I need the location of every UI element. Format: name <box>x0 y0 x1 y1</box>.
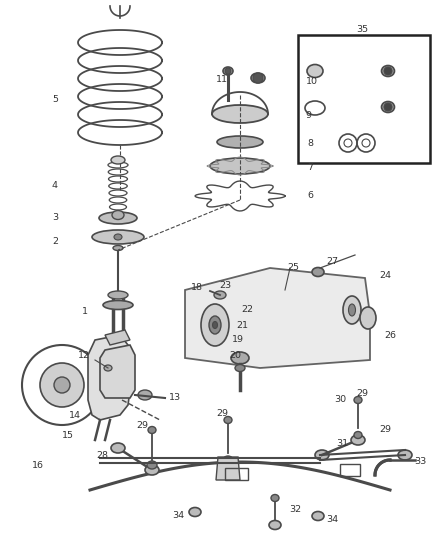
Text: 7: 7 <box>307 163 313 172</box>
Ellipse shape <box>113 246 123 251</box>
Polygon shape <box>185 268 370 368</box>
Text: 8: 8 <box>307 139 313 148</box>
Polygon shape <box>105 330 130 345</box>
Text: 29: 29 <box>216 409 228 418</box>
Ellipse shape <box>398 450 412 460</box>
Ellipse shape <box>212 321 218 328</box>
Ellipse shape <box>189 507 201 516</box>
Ellipse shape <box>104 365 112 371</box>
Polygon shape <box>88 335 130 420</box>
Ellipse shape <box>217 136 263 148</box>
Text: 31: 31 <box>336 440 348 448</box>
Text: 12: 12 <box>78 351 90 359</box>
Circle shape <box>40 363 84 407</box>
Circle shape <box>54 377 70 393</box>
Polygon shape <box>216 457 240 480</box>
Ellipse shape <box>209 316 221 334</box>
Ellipse shape <box>138 390 152 400</box>
Text: 18: 18 <box>191 284 203 293</box>
Ellipse shape <box>223 456 233 464</box>
Text: 4: 4 <box>52 182 58 190</box>
Text: 20: 20 <box>229 351 241 359</box>
Ellipse shape <box>315 450 329 460</box>
Ellipse shape <box>224 416 232 424</box>
Text: 21: 21 <box>236 320 248 329</box>
Ellipse shape <box>145 465 159 475</box>
Ellipse shape <box>251 73 265 83</box>
Ellipse shape <box>360 307 376 329</box>
Ellipse shape <box>223 67 233 75</box>
Ellipse shape <box>307 64 323 77</box>
Ellipse shape <box>349 304 356 316</box>
Text: 33: 33 <box>414 457 426 466</box>
Ellipse shape <box>354 432 362 439</box>
Ellipse shape <box>354 397 362 403</box>
Text: 23: 23 <box>219 280 231 289</box>
Ellipse shape <box>103 301 133 310</box>
Ellipse shape <box>305 101 325 115</box>
Text: 35: 35 <box>356 26 368 35</box>
Ellipse shape <box>210 158 270 174</box>
Ellipse shape <box>201 304 229 346</box>
Ellipse shape <box>114 234 122 240</box>
Text: 34: 34 <box>326 515 338 524</box>
Bar <box>298 35 430 163</box>
Ellipse shape <box>147 461 157 469</box>
Ellipse shape <box>111 156 125 164</box>
Text: 15: 15 <box>62 431 74 440</box>
Text: 14: 14 <box>69 410 81 419</box>
Text: 24: 24 <box>379 271 391 279</box>
Ellipse shape <box>231 352 249 364</box>
Text: 16: 16 <box>32 461 44 470</box>
Ellipse shape <box>212 105 268 123</box>
Text: 1: 1 <box>82 308 88 317</box>
Text: 9: 9 <box>305 111 311 120</box>
Ellipse shape <box>343 296 361 324</box>
Text: 13: 13 <box>169 393 181 402</box>
Text: 5: 5 <box>52 95 58 104</box>
Circle shape <box>384 103 392 111</box>
Ellipse shape <box>312 512 324 521</box>
Ellipse shape <box>108 291 128 299</box>
Text: 26: 26 <box>384 330 396 340</box>
Ellipse shape <box>312 268 324 277</box>
Circle shape <box>225 68 231 74</box>
Ellipse shape <box>112 211 124 220</box>
Ellipse shape <box>351 435 365 445</box>
Ellipse shape <box>92 230 144 244</box>
Text: 29: 29 <box>379 425 391 434</box>
Text: 34: 34 <box>172 511 184 520</box>
Ellipse shape <box>271 495 279 502</box>
Ellipse shape <box>381 66 395 77</box>
Ellipse shape <box>111 443 125 453</box>
Text: 22: 22 <box>241 305 253 314</box>
Text: 2: 2 <box>52 238 58 246</box>
Ellipse shape <box>148 426 156 433</box>
Text: 3: 3 <box>52 214 58 222</box>
Text: 28: 28 <box>96 450 108 459</box>
Text: 11: 11 <box>216 76 228 85</box>
Text: 30: 30 <box>334 395 346 405</box>
Text: 32: 32 <box>289 505 301 514</box>
Text: 29: 29 <box>356 389 368 398</box>
Text: 29: 29 <box>136 421 148 430</box>
Text: 6: 6 <box>307 191 313 200</box>
Circle shape <box>384 67 392 75</box>
Ellipse shape <box>235 365 245 372</box>
Polygon shape <box>100 345 135 398</box>
Ellipse shape <box>99 212 137 224</box>
Ellipse shape <box>269 521 281 529</box>
Circle shape <box>253 73 263 83</box>
Ellipse shape <box>214 291 226 299</box>
Text: 27: 27 <box>326 257 338 266</box>
Ellipse shape <box>381 101 395 112</box>
Text: 10: 10 <box>306 77 318 86</box>
Text: 19: 19 <box>232 335 244 344</box>
Text: 25: 25 <box>287 263 299 272</box>
